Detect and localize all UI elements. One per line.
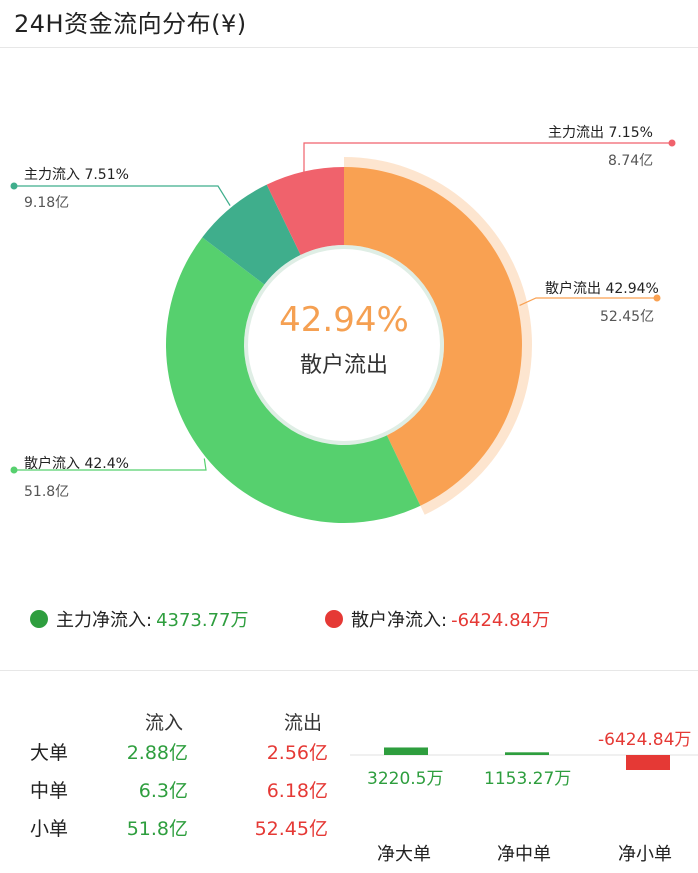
center-name: 散户流出 [299,353,388,378]
net-bar [384,747,428,755]
table-cell-out: 52.45亿 [254,818,328,840]
leader-dot [10,466,18,474]
leader-line [303,142,672,197]
legend-main: 主力净流入: 4373.77万 [30,606,249,632]
page-title: 24H资金流向分布(¥) [14,10,247,38]
red-dot-icon [325,610,343,628]
table-row-label: 小单 [30,818,69,840]
bar-value-label: 1153.27万 [484,769,572,789]
table-header-out: 流出 [284,712,323,734]
inner-ring [244,245,444,445]
net-flow-bar-chart [350,747,698,770]
bar-category-label: 净小单 [618,844,672,865]
leader-line [14,185,231,206]
table-cell-out: 6.18亿 [266,780,328,802]
center-percent: 42.94% [279,300,409,340]
donut-chart[interactable] [0,50,698,540]
value-retail-out: 52.45亿 [600,309,655,325]
net-bar [626,755,670,770]
donut-slice[interactable] [165,237,421,524]
value-main-out: 8.74亿 [608,153,654,169]
label-main-out: 主力流出 7.15% [548,125,653,141]
table-cell-in: 2.88亿 [126,742,188,764]
table-row-label: 中单 [30,780,69,802]
table-header-in: 流入 [145,712,184,734]
table-cell-in: 6.3亿 [138,780,188,802]
leader-dot [10,182,18,190]
legend-main-value: 4373.77万 [156,610,249,631]
section-divider [0,670,698,671]
legend-retail-label: 散户净流入: [351,610,448,631]
donut-slice[interactable] [344,167,523,506]
bar-value-label: 3220.5万 [367,769,444,789]
label-main-in: 主力流入 7.51% [24,167,129,183]
value-main-in: 9.18亿 [24,195,70,211]
leader-line [519,297,657,306]
legend-main-label: 主力净流入: [56,610,153,631]
bar-value-label: -6424.84万 [598,730,692,750]
header-divider [0,47,698,48]
value-retail-in: 51.8亿 [24,484,70,500]
table-cell-in: 51.8亿 [126,818,188,840]
leader-dot [653,294,661,302]
legend-retail-value: -6424.84万 [451,610,551,631]
legend-retail: 散户净流入: -6424.84万 [325,606,550,632]
bar-category-label: 净大单 [377,844,431,865]
net-bar [505,752,549,755]
label-retail-out: 散户流出 42.94% [545,281,659,297]
leader-dot [668,139,676,147]
table-row-label: 大单 [30,742,69,764]
leader-line [14,458,207,471]
bar-category-label: 净中单 [497,844,551,865]
table-cell-out: 2.56亿 [266,742,328,764]
donut-slice[interactable] [266,167,344,255]
green-dot-icon [30,610,48,628]
label-retail-in: 散户流入 42.4% [24,456,129,472]
donut-slice[interactable] [202,184,301,285]
